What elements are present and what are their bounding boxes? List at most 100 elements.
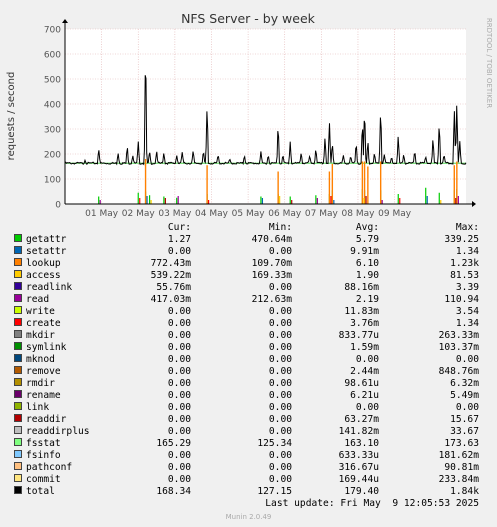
legend-avg: 11.83m — [344, 306, 379, 317]
legend-max: 263.33m — [438, 330, 479, 341]
legend-row-readdir: readdir 0.00 0.00 63.27m 15.67 — [0, 414, 497, 426]
x-tick-label: 08 May — [342, 209, 376, 219]
legend-row-readlink: readlink 55.76m 0.00 88.16m 3.39 — [0, 282, 497, 294]
last-update: Last update: Fri May 9 12:05:53 2025 — [265, 498, 479, 509]
legend-avg: 179.40 — [344, 486, 379, 497]
header-cur: Cur: — [167, 222, 191, 233]
legend-swatch — [14, 258, 22, 266]
legend-row-commit: commit 0.00 0.00 169.44u 233.84m — [0, 474, 497, 486]
legend-cur: 0.00 — [167, 246, 191, 257]
x-tick-label: 07 May — [305, 209, 339, 219]
legend-cur: 772.43m — [150, 258, 191, 269]
legend-avg: 3.76m — [350, 318, 379, 329]
legend-row-write: write 0.00 0.00 11.83m 3.54 — [0, 306, 497, 318]
legend-cur: 0.00 — [167, 366, 191, 377]
legend-row-remove: remove 0.00 0.00 2.44m 848.76m — [0, 366, 497, 378]
legend-min: 0.00 — [268, 402, 292, 413]
legend-name: pathconf — [26, 462, 73, 473]
legend-avg: 98.61u — [344, 378, 379, 389]
legend-row-read: read 417.03m 212.63m 2.19 110.94 — [0, 294, 497, 306]
rrdtool-watermark: RRDTOOL / TOBI OETIKER — [485, 18, 493, 108]
legend-cur: 417.03m — [150, 294, 191, 305]
legend-row-pathconf: pathconf 0.00 0.00 316.67u 90.81m — [0, 462, 497, 474]
legend-min: 0.00 — [268, 378, 292, 389]
grid-lines — [65, 28, 466, 204]
legend-name: symlink — [26, 342, 67, 353]
legend-avg: 0.00 — [355, 402, 379, 413]
legend-avg: 2.19 — [355, 294, 379, 305]
legend-swatch — [14, 426, 22, 434]
legend-swatch — [14, 354, 22, 362]
legend-row-create: create 0.00 0.00 3.76m 1.34 — [0, 318, 497, 330]
legend-avg: 6.10 — [355, 258, 379, 269]
legend-max: 848.76m — [438, 366, 479, 377]
legend-avg: 2.44m — [350, 366, 379, 377]
legend-cur: 0.00 — [167, 474, 191, 485]
legend-name: total — [26, 486, 55, 497]
legend-max: 1.23k — [450, 258, 479, 269]
legend-max: 6.32m — [450, 378, 479, 389]
legend-min: 0.00 — [268, 306, 292, 317]
munin-version: Munin 2.0.49 — [225, 513, 272, 521]
legend-name: create — [26, 318, 61, 329]
legend-avg: 9.91m — [350, 246, 379, 257]
legend-cur: 165.29 — [156, 438, 191, 449]
legend-row-mkdir: mkdir 0.00 0.00 833.77u 263.33m — [0, 330, 497, 342]
legend-avg: 169.44u — [338, 474, 379, 485]
chart-canvas: NFS Server - by week requests / second R… — [6, 11, 493, 219]
legend-row-setattr: setattr 0.00 0.00 9.91m 1.34 — [0, 246, 497, 258]
legend-swatch — [14, 270, 22, 278]
legend-avg: 633.33u — [338, 450, 379, 461]
header-max: Max: — [455, 222, 479, 233]
legend-name: write — [26, 306, 55, 317]
y-tick-label: 200 — [44, 151, 61, 161]
x-tick-label: 05 May — [232, 209, 266, 219]
legend-min: 0.00 — [268, 330, 292, 341]
legend-max: 5.49m — [450, 390, 479, 401]
legend-max: 0.00 — [455, 402, 479, 413]
legend-cur: 168.34 — [156, 486, 191, 497]
legend-max: 103.37m — [438, 342, 479, 353]
y-axis-arrow — [62, 19, 68, 23]
legend-cur: 0.00 — [167, 354, 191, 365]
series-layer — [64, 75, 467, 204]
legend-min: 0.00 — [268, 318, 292, 329]
legend-name: link — [26, 402, 50, 413]
legend-cur: 0.00 — [167, 306, 191, 317]
y-tick-label: 700 — [44, 26, 61, 36]
y-tick-label: 600 — [44, 51, 61, 61]
legend-max: 110.94 — [444, 294, 479, 305]
legend-cur: 55.76m — [156, 282, 191, 293]
y-tick-label: 300 — [44, 126, 61, 136]
legend-name: remove — [26, 366, 61, 377]
legend-swatch — [14, 306, 22, 314]
legend-min: 0.00 — [268, 474, 292, 485]
legend-swatch — [14, 462, 22, 470]
x-tick-label: 09 May — [378, 209, 412, 219]
legend-row-fsinfo: fsinfo 0.00 0.00 633.33u 181.62m — [0, 450, 497, 462]
y-tick-label: 100 — [44, 176, 61, 186]
legend-name: rmdir — [26, 378, 55, 389]
legend-avg: 63.27m — [344, 414, 379, 425]
x-axis-arrow — [472, 201, 476, 207]
legend-cur: 0.00 — [167, 414, 191, 425]
axes: 0 100 200 300 400 500 600 700 01 May 02 May 03 May… — [44, 19, 476, 219]
legend-max: 1.34 — [455, 246, 479, 257]
legend-row-mknod: mknod 0.00 0.00 0.00 0.00 — [0, 354, 497, 366]
legend-row-access: access 539.22m 169.33m 1.90 81.53 — [0, 270, 497, 282]
legend-max: 3.54 — [455, 306, 479, 317]
legend-name: getattr — [26, 234, 67, 245]
legend-avg: 141.82m — [338, 426, 379, 437]
legend-swatch — [14, 342, 22, 350]
legend-avg: 833.77u — [338, 330, 379, 341]
legend-name: read — [26, 294, 50, 305]
x-tick-label: 02 May — [122, 209, 156, 219]
legend-cur: 539.22m — [150, 270, 191, 281]
plot-area — [65, 29, 466, 204]
legend-cur: 0.00 — [167, 450, 191, 461]
legend-avg: 6.21u — [350, 390, 379, 401]
legend-name: commit — [26, 474, 61, 485]
legend-min: 109.70m — [251, 258, 292, 269]
legend-min: 0.00 — [268, 354, 292, 365]
y-tick-label: 0 — [55, 201, 61, 211]
